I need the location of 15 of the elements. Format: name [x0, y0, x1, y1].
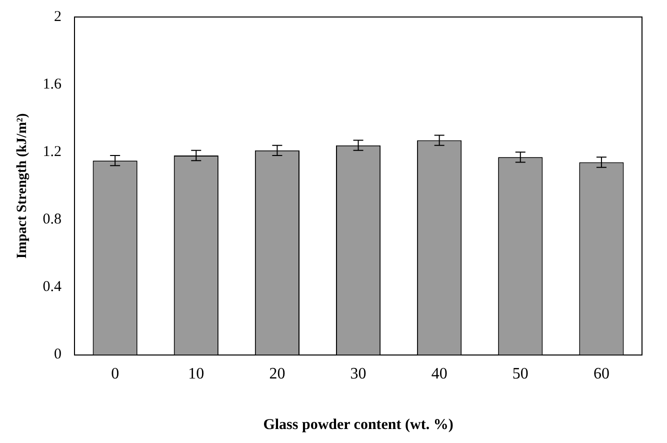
y-axis-title: Impact Strength (kJ/m²): [15, 112, 30, 259]
y-tick-label: 2: [54, 8, 62, 25]
x-tick-label: 20: [269, 366, 286, 383]
y-tick-label: 1.2: [42, 144, 62, 160]
x-tick-label: 10: [188, 366, 204, 383]
x-tick-label: 40: [431, 366, 448, 383]
y-tick-label: 0.4: [42, 279, 62, 296]
x-tick-label: 0: [111, 366, 120, 383]
y-tick-label: 0: [54, 346, 62, 363]
x-tick-label: 50: [512, 366, 528, 383]
x-tick-label: 30: [350, 366, 366, 383]
x-tick-label: 60: [593, 366, 610, 383]
y-tick-label: 1.6: [42, 76, 62, 92]
y-tick-label: 0.8: [42, 212, 62, 228]
x-axis-title: Glass powder content (wt. %): [263, 416, 454, 433]
